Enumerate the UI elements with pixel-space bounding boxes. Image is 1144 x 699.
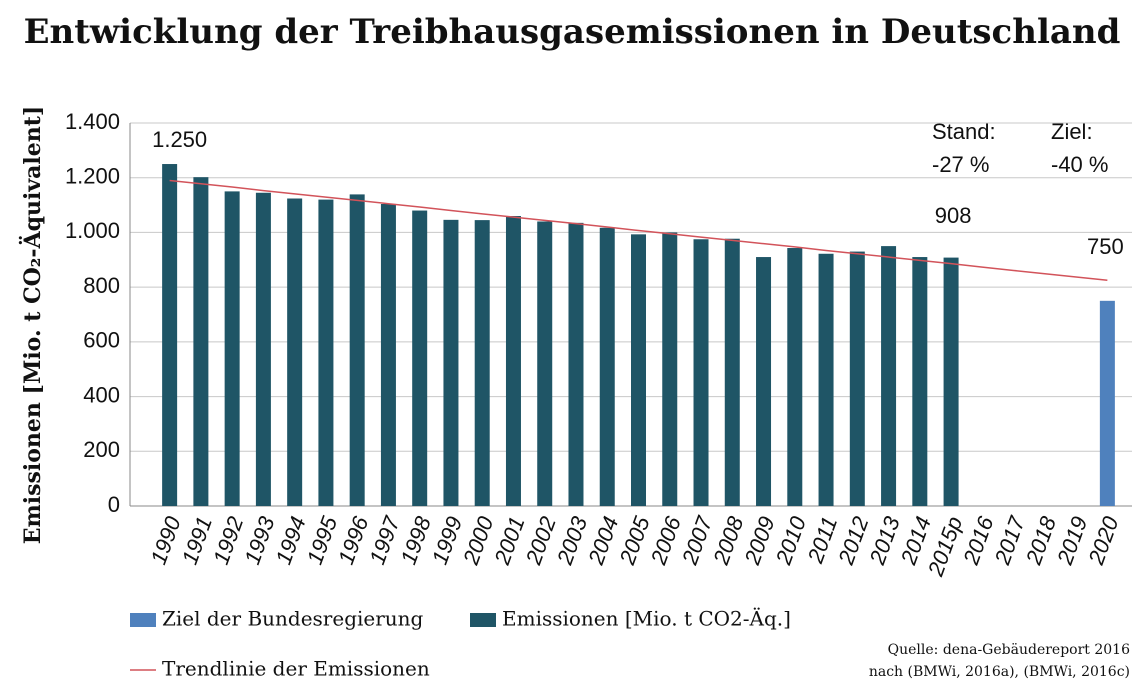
bar	[662, 232, 678, 506]
bar	[912, 257, 928, 506]
source: nach (BMWi, 2016a), (BMWi, 2016c)	[869, 664, 1130, 680]
source: Quelle: dena-Gebäudereport 2016	[888, 642, 1130, 658]
bar	[631, 234, 646, 506]
bar	[1099, 300, 1115, 506]
data-label: 750	[1087, 234, 1124, 259]
legend-swatch	[470, 613, 496, 627]
chart-title: Entwicklung der Treibhausgasemissionen i…	[24, 12, 1121, 52]
bar	[724, 238, 740, 507]
trend-line	[169, 179, 1108, 282]
y-axis-label: Emissionen [Mio. t CO₂-Äquivalent]	[18, 106, 46, 545]
bar	[255, 192, 271, 506]
y-tick-label: 400	[83, 382, 120, 407]
bar	[818, 253, 834, 506]
bar	[568, 222, 584, 506]
bar	[474, 220, 490, 506]
y-tick-label: 600	[83, 328, 120, 353]
bar	[537, 221, 553, 506]
bar	[287, 198, 303, 506]
bar	[693, 239, 709, 506]
bar	[443, 219, 459, 506]
bar	[849, 251, 865, 506]
bar	[505, 216, 521, 506]
data-label: 908	[935, 203, 972, 228]
legend-swatch	[130, 613, 156, 627]
bar	[224, 191, 240, 506]
legend-label: Ziel der Bundesregierung	[162, 607, 424, 631]
bar	[193, 177, 209, 506]
bar	[349, 194, 365, 506]
y-tick-label: 1.000	[65, 218, 120, 243]
y-tick-label: 800	[83, 273, 120, 298]
y-tick-label: 1.400	[65, 109, 120, 134]
annotation: -40 %	[1051, 152, 1108, 177]
y-tick-label: 200	[83, 437, 120, 462]
bar	[380, 203, 396, 506]
bar	[756, 257, 772, 506]
annotation: -27 %	[932, 152, 989, 177]
data-label: 1.250	[152, 127, 207, 152]
bar	[787, 248, 803, 506]
legend-label: Trendlinie der Emissionen	[162, 657, 430, 681]
legend-label: Emissionen [Mio. t CO2-Äq.]	[502, 607, 791, 631]
bar	[412, 210, 428, 507]
y-tick-label: 0	[108, 492, 120, 517]
bar	[881, 246, 897, 506]
bar	[318, 199, 334, 506]
bar	[599, 227, 615, 506]
bar	[943, 257, 959, 506]
bar	[162, 164, 178, 507]
y-tick-label: 1.200	[65, 164, 120, 189]
